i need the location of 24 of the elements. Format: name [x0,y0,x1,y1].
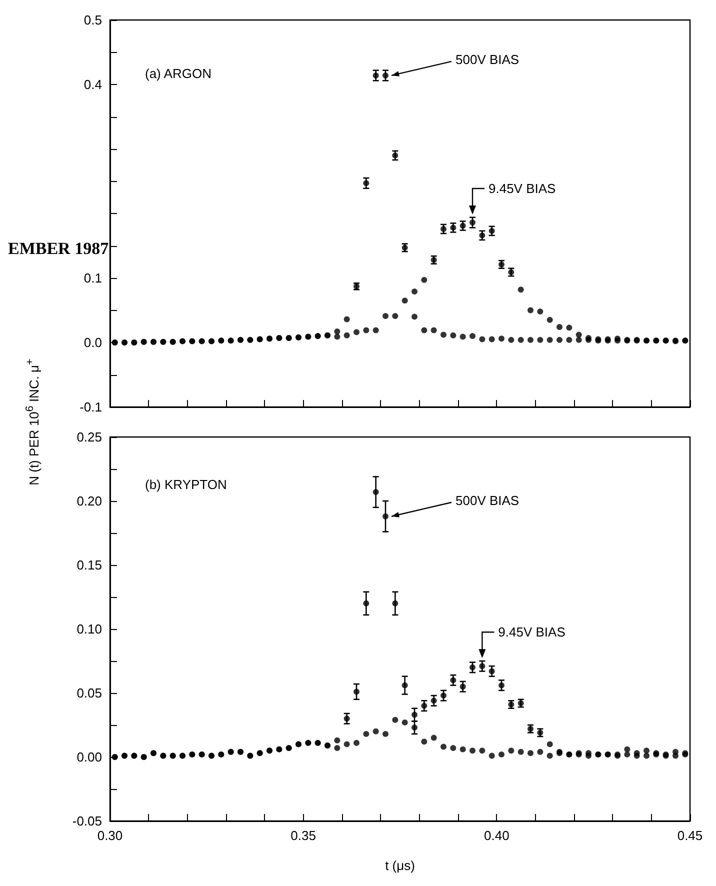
text: (b) KRYPTON [145,477,227,492]
annotation: 9.45V BIAS [488,181,556,196]
y-tick-label: 0.4 [84,77,102,92]
y-tick-label: 0.20 [76,494,102,508]
y-tick-label: 0.0 [84,335,102,350]
x-tick-label: 0.45 [677,828,703,843]
y-tick-label: 0.05 [76,686,102,700]
y-tick-label: 0.1 [84,270,102,286]
annotation: 500V BIAS [456,52,520,67]
text: EMBER 1987 [8,239,110,258]
annotation: 500V BIAS [456,492,520,508]
text: (a) ARGON [145,66,212,81]
x-tick-label: 0.40 [484,828,510,843]
y-tick-label: 0.5 [84,12,102,28]
x-tick-label: 0.35 [290,828,316,843]
y-tick-label: 0.25 [76,430,102,444]
y-tick-label: 0.00 [76,750,102,764]
annotation: 9.45V BIAS [498,624,566,640]
y-tick-label: 0.10 [76,622,102,636]
y-tick-label: -0.05 [72,814,102,828]
y-tick-label: 0.15 [76,558,102,572]
x-axis-title: t (μs) [385,858,415,873]
y-tick-label: -0.1 [80,400,102,414]
x-tick-label: 0.30 [97,828,123,843]
